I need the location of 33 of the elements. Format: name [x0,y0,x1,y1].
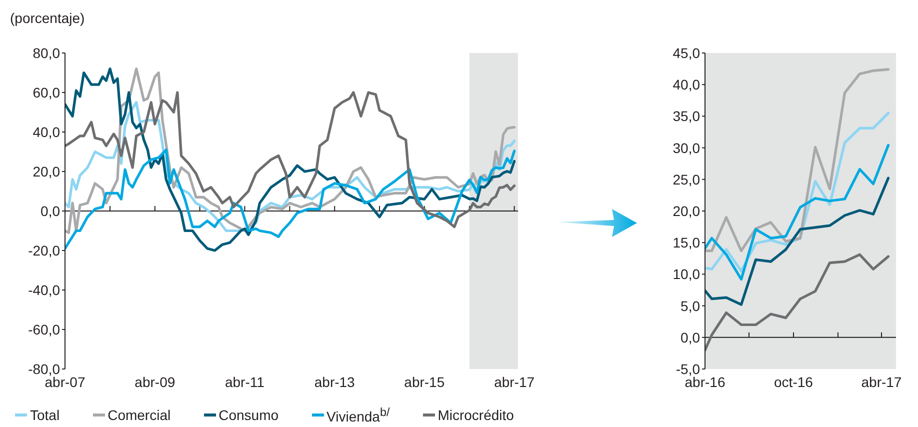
y-tick-label: 20,0 [672,202,700,219]
y-tick-label: 60,0 [32,84,60,100]
y-tick-label: 0,0 [40,202,60,219]
y-tick-label: 20,0 [32,163,60,180]
y-tick-label: 15,0 [672,234,700,251]
x-tick-label: abr-17 [494,374,535,390]
x-tick-label: abr-15 [404,374,445,390]
y-tick-label: 40,0 [32,124,60,140]
y-tick-label: 35,0 [672,108,700,124]
x-tick-label: abr-09 [134,374,176,390]
y-tick-label: 25,0 [672,171,700,188]
legend-label: Total [30,407,60,424]
x-tick-label: abr-11 [224,374,265,390]
y-tick-label: -80,0 [28,360,60,377]
y-tick-label: 80,0 [32,44,60,61]
y-tick-label: 30,0 [672,140,700,156]
legend-label: Consumo [218,407,279,424]
y-axis-title: (porcentaje) [10,10,85,26]
legend-label: Microcrédito [438,407,514,424]
y-tick-label: -60,0 [28,321,60,338]
legend-label: Comercial [108,407,171,424]
x-tick-label: oct-16 [774,374,814,390]
y-tick-label: 45,0 [672,44,700,61]
x-tick-label: abr-13 [314,374,356,390]
y-tick-label: -40,0 [28,282,60,298]
y-tick-label: 40,0 [672,76,700,93]
y-tick-label: 5,0 [680,298,700,314]
y-tick-label: 10,0 [672,266,700,282]
y-tick-label: -20,0 [28,242,60,258]
x-tick-label: abr-17 [861,374,902,390]
legend-label: Vivienda$^{b/}$ [326,406,390,425]
y-tick-label: 0,0 [680,329,700,346]
y-tick-label: -5,0 [676,360,700,377]
